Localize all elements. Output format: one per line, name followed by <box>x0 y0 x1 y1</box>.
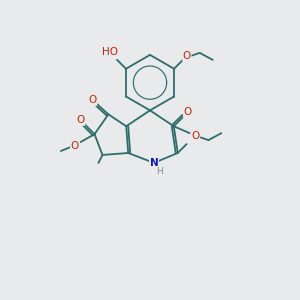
Text: N: N <box>150 158 158 168</box>
Text: O: O <box>191 131 200 141</box>
Text: H: H <box>157 167 163 176</box>
Text: HO: HO <box>102 47 118 57</box>
Text: O: O <box>70 141 79 151</box>
Text: O: O <box>76 115 85 125</box>
Text: O: O <box>184 107 192 117</box>
Text: O: O <box>183 51 191 61</box>
Text: O: O <box>88 95 97 106</box>
